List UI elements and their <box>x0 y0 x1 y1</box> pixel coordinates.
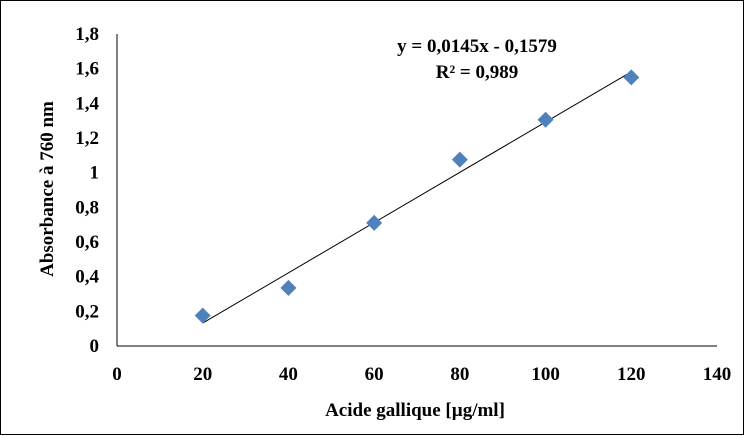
y-tick-label: 0 <box>90 336 100 357</box>
x-tick-label: 20 <box>193 364 212 385</box>
y-tick-label: 0,2 <box>75 301 99 322</box>
y-tick-label: 1,2 <box>75 128 99 149</box>
x-tick-labels: 0 20 40 60 80 100 120 140 <box>112 364 731 385</box>
y-axis-title: Absorbance à 760 nm <box>37 101 58 277</box>
r-squared-label: R² = 0,989 <box>436 62 519 83</box>
y-tick-label: 1,6 <box>75 59 99 80</box>
data-point <box>623 69 640 86</box>
data-point <box>194 307 211 324</box>
x-axis-title: Acide gallique [µg/ml] <box>325 400 505 421</box>
x-tick-label: 40 <box>279 364 298 385</box>
equation-label: y = 0,0145x - 0,1579 <box>397 36 557 57</box>
y-tick-label: 0,4 <box>75 267 99 288</box>
y-tick-labels: 0 0,2 0,4 0,6 0,8 1 1,2 1,4 1,6 1,8 <box>75 24 99 357</box>
y-tick-label: 1,4 <box>75 93 99 114</box>
x-tick-label: 80 <box>450 364 469 385</box>
y-tick-label: 1,8 <box>75 24 99 45</box>
x-tick-label: 140 <box>703 364 732 385</box>
y-tick-label: 0,8 <box>75 197 99 218</box>
x-tick-label: 120 <box>617 364 646 385</box>
x-tick-label: 60 <box>365 364 384 385</box>
trendline <box>202 71 632 324</box>
x-tick-label: 0 <box>112 364 122 385</box>
data-points <box>194 69 640 324</box>
data-point <box>280 279 297 296</box>
y-tick-label: 0,6 <box>75 232 99 253</box>
x-tick-label: 100 <box>531 364 560 385</box>
data-point <box>537 111 554 128</box>
data-point <box>366 214 383 231</box>
y-tick-label: 1 <box>90 163 100 184</box>
data-point <box>451 151 468 168</box>
